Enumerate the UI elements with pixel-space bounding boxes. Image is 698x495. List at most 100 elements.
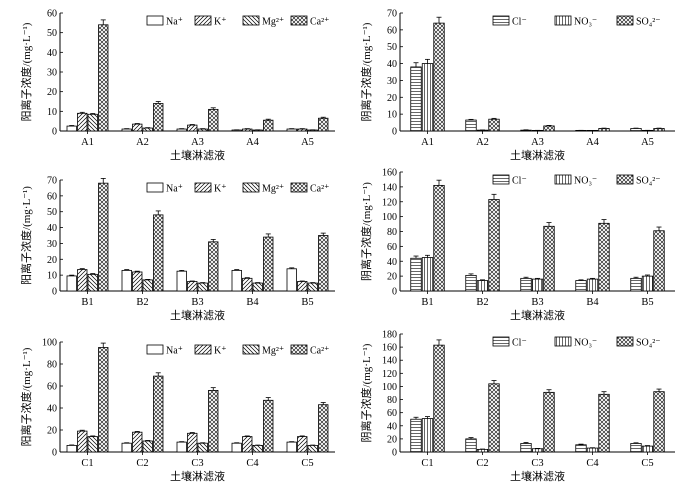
bar-A1-0: [66, 125, 77, 132]
bar-B5-1: [641, 275, 654, 292]
bar-B2-2: [488, 199, 500, 292]
bar-A2-2: [142, 127, 153, 132]
x-category-label: B3: [531, 297, 543, 308]
legend-label: SO₄²⁻: [636, 176, 661, 187]
x-category-label: C2: [476, 458, 488, 469]
bar-A5-0: [630, 128, 642, 132]
bar-C2-0: [465, 438, 477, 453]
y-axis-title: 阳离子浓度/(mg·L⁻¹): [19, 22, 33, 121]
x-category-label: A4: [586, 137, 600, 148]
y-tick-label: 40: [47, 223, 57, 234]
bar-C1-0: [66, 444, 77, 453]
bar-C4-2: [252, 444, 263, 453]
bar-C2-0: [121, 442, 132, 453]
x-category-label: C5: [301, 458, 313, 469]
bar-C5-0: [630, 443, 642, 453]
y-tick-label: 140: [382, 182, 397, 193]
bar-B2-1: [132, 271, 143, 292]
x-category-label: A5: [641, 137, 654, 148]
y-axis-title: 阴离子浓度/(mg·L⁻¹): [359, 22, 373, 121]
bar-C1-0: [410, 418, 422, 453]
y-axis-title: 阴离子浓度/(mg·L⁻¹): [359, 343, 373, 442]
x-category-label: B4: [586, 297, 599, 308]
legend-label: Ca²⁺: [310, 17, 329, 28]
x-axis-title: 土壤淋滤液: [510, 469, 565, 483]
y-tick-label: 50: [47, 207, 57, 218]
x-category-label: A3: [531, 137, 544, 148]
bar-C5-3: [318, 404, 329, 453]
y-tick-label: 40: [387, 257, 397, 268]
bar-B2-0: [121, 269, 132, 292]
bar-C1-1: [77, 430, 88, 453]
bar-B3-2: [197, 282, 208, 292]
y-axis-title: 阳离子浓度/(mg·L⁻¹): [19, 186, 33, 285]
y-tick-label: 80: [387, 227, 397, 238]
bar-A3-1: [187, 124, 198, 132]
bar-B1-1: [77, 269, 88, 292]
bar-C4-2: [598, 393, 610, 453]
legend-swatch-1: [554, 15, 572, 26]
x-category-label: A2: [476, 137, 489, 148]
y-axis-title: 阴离子浓度/(mg·L⁻¹): [359, 182, 373, 281]
bar-B3-3: [208, 241, 219, 292]
y-tick-label: 40: [387, 421, 397, 432]
y-tick-label: 10: [47, 107, 57, 118]
y-tick-label: 120: [382, 197, 397, 208]
legend-swatch-2: [616, 174, 634, 185]
bar-C4-0: [575, 444, 587, 453]
y-tick-label: 140: [382, 356, 397, 367]
bar-B4-1: [242, 277, 253, 292]
bar-C1-1: [421, 418, 434, 453]
legend-swatch-2: [242, 182, 260, 193]
y-tick-label: 0: [392, 287, 397, 298]
y-tick-label: 40: [387, 59, 397, 70]
bar-B5-2: [653, 230, 665, 292]
bar-A1-2: [87, 113, 98, 132]
legend-swatch-0: [146, 15, 164, 26]
bar-C3-1: [531, 448, 544, 453]
x-axis-title: 土壤淋滤液: [170, 469, 225, 483]
y-tick-label: 100: [382, 382, 397, 393]
bar-B1-1: [421, 257, 434, 292]
bar-B5-3: [318, 235, 329, 292]
bar-B5-2: [307, 282, 318, 292]
legend-label: K⁺: [214, 184, 227, 195]
bar-C2-2: [142, 440, 153, 453]
x-category-label: C5: [641, 458, 653, 469]
y-tick-label: 100: [42, 338, 57, 349]
legend-swatch-0: [492, 174, 510, 185]
y-tick-label: 0: [392, 448, 397, 459]
x-category-label: A1: [421, 137, 434, 148]
legend-swatch-2: [242, 344, 260, 355]
x-category-label: B1: [421, 297, 433, 308]
bar-A3-2: [543, 125, 555, 132]
bar-A4-1: [242, 128, 253, 132]
bar-C1-2: [87, 436, 98, 453]
bar-C1-2: [433, 344, 445, 453]
legend-label: NO₃⁻: [574, 17, 597, 28]
bar-A2-3: [153, 103, 164, 132]
x-axis-title: 土壤淋滤液: [170, 308, 225, 322]
x-category-label: C1: [81, 458, 93, 469]
bar-C3-2: [543, 391, 555, 453]
bar-C2-2: [488, 383, 500, 453]
bar-B4-2: [598, 222, 610, 292]
y-tick-label: 100: [382, 212, 397, 223]
y-tick-label: 20: [387, 93, 397, 104]
bar-A2-0: [465, 119, 477, 132]
x-category-label: C3: [531, 458, 543, 469]
y-tick-label: 0: [392, 127, 397, 138]
bar-C4-3: [263, 399, 274, 453]
x-category-label: B5: [641, 297, 653, 308]
legend-label: SO₄²⁻: [636, 17, 661, 28]
y-tick-label: 180: [382, 330, 397, 341]
bar-B5-0: [630, 277, 642, 292]
y-tick-label: 30: [47, 239, 57, 250]
bar-B2-2: [142, 279, 153, 292]
bar-B4-2: [252, 282, 263, 292]
legend-label: Mg²⁺: [262, 346, 284, 357]
x-axis-title: 土壤淋滤液: [510, 308, 565, 322]
legend-label: Na⁺: [166, 346, 183, 357]
y-tick-label: 60: [387, 242, 397, 253]
